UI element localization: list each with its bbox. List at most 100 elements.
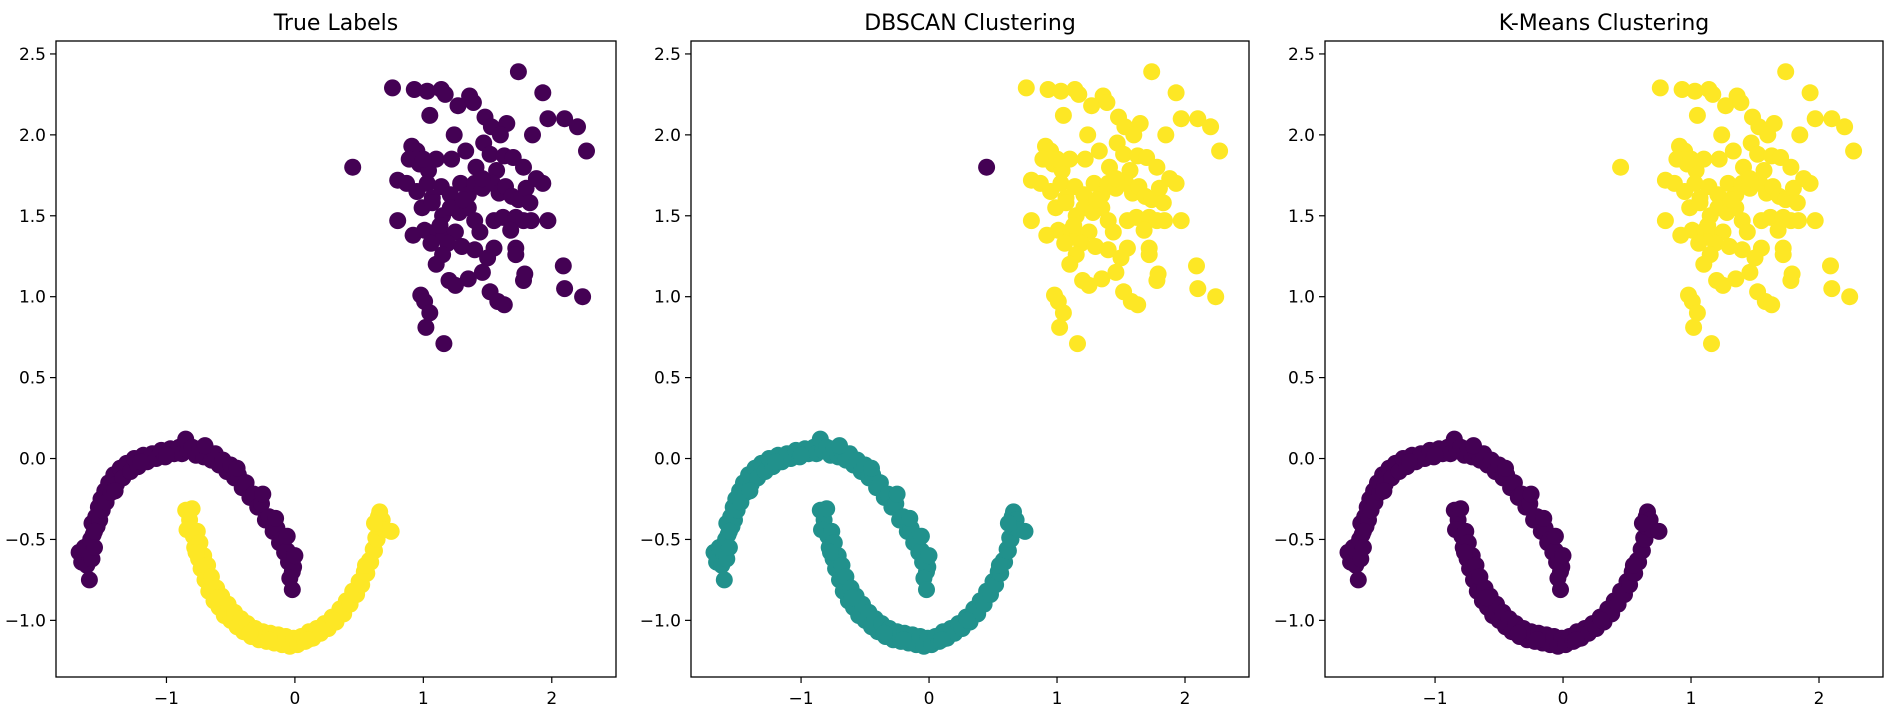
data-point — [1090, 142, 1108, 160]
data-point — [473, 170, 491, 188]
data-point — [491, 126, 509, 144]
data-point — [1774, 246, 1792, 264]
y-tick-label: 2.5 — [1288, 45, 1315, 65]
data-point — [443, 150, 461, 168]
y-tick-label: 0.0 — [1288, 450, 1315, 470]
data-point — [1554, 547, 1572, 565]
data-point — [1656, 212, 1674, 230]
data-point — [1720, 238, 1738, 255]
data-point — [1426, 446, 1444, 464]
data-point — [1107, 263, 1125, 281]
data-point — [1823, 280, 1841, 298]
data-point — [1477, 589, 1495, 607]
data-point — [1688, 304, 1706, 322]
data-point — [1749, 145, 1767, 163]
data-point — [1052, 174, 1070, 192]
data-point — [449, 97, 467, 115]
data-point — [196, 437, 214, 455]
data-point — [1456, 543, 1473, 561]
data-point — [1156, 212, 1173, 230]
data-point — [1761, 208, 1779, 226]
x-tick-label: 0 — [289, 689, 300, 709]
data-point — [534, 84, 552, 102]
x-tick-label: 2 — [546, 689, 557, 709]
data-point — [1822, 257, 1839, 275]
data-point — [1733, 241, 1751, 259]
data-point — [527, 170, 545, 188]
data-point — [1777, 63, 1795, 81]
y-tick-label: 1.5 — [1288, 207, 1315, 227]
x-tick-label: 2 — [1180, 689, 1191, 709]
data-point — [1093, 270, 1111, 288]
data-point — [1633, 514, 1651, 532]
data-point — [875, 624, 893, 642]
data-point — [1143, 63, 1161, 81]
chart-title: DBSCAN Clustering — [864, 11, 1076, 36]
y-tick-label: 2.5 — [654, 45, 681, 65]
data-point — [1497, 459, 1514, 477]
data-point — [436, 85, 454, 103]
data-point — [1057, 194, 1075, 212]
data-point — [1161, 170, 1179, 188]
data-point — [479, 249, 497, 267]
data-point — [481, 145, 499, 163]
data-point — [1746, 249, 1764, 267]
data-point — [1054, 304, 1072, 322]
y-tick-label: −1.0 — [640, 611, 681, 631]
data-point — [863, 459, 880, 477]
data-point — [516, 265, 534, 283]
data-point — [920, 547, 938, 565]
data-point — [843, 589, 861, 607]
data-point — [1056, 234, 1074, 252]
data-point — [574, 288, 592, 306]
data-point — [1039, 81, 1057, 98]
data-point — [1806, 212, 1824, 230]
data-point — [1088, 191, 1106, 209]
data-point — [1070, 85, 1088, 103]
data-point — [1695, 150, 1713, 168]
data-point — [818, 500, 836, 518]
data-point — [1592, 611, 1610, 629]
data-point — [556, 110, 574, 128]
y-tick-label: −0.5 — [640, 530, 681, 550]
data-point — [831, 437, 848, 455]
data-point — [1189, 110, 1207, 128]
data-point — [187, 543, 205, 561]
scatter-points — [70, 63, 595, 655]
data-point — [228, 459, 246, 477]
data-point — [524, 126, 541, 144]
data-point — [1017, 79, 1035, 97]
data-point — [1722, 191, 1740, 209]
data-point — [554, 257, 572, 275]
data-point — [488, 162, 506, 179]
data-point — [260, 631, 278, 649]
y-tick-label: 0.5 — [1288, 369, 1315, 389]
data-point — [1083, 97, 1101, 115]
data-point — [1051, 318, 1069, 336]
data-point — [422, 234, 440, 252]
data-point — [1098, 94, 1116, 111]
data-point — [446, 276, 464, 294]
data-point — [1727, 270, 1745, 288]
data-point — [1769, 221, 1787, 239]
y-tick-label: 0.5 — [19, 369, 46, 389]
data-point — [1738, 223, 1756, 241]
y-tick-label: 1.0 — [654, 288, 681, 308]
data-point — [421, 106, 439, 124]
data-point — [1714, 276, 1732, 294]
axes-frame — [55, 40, 617, 678]
data-point — [1713, 126, 1731, 144]
data-point — [80, 571, 98, 589]
data-point — [494, 208, 512, 226]
data-point — [1115, 145, 1133, 163]
data-point — [1790, 212, 1807, 230]
data-point — [1189, 280, 1207, 298]
data-point — [1465, 437, 1482, 455]
data-point — [254, 485, 272, 503]
data-point — [1783, 265, 1801, 283]
data-point — [822, 543, 839, 561]
data-point — [466, 241, 484, 259]
data-point — [357, 556, 374, 574]
data-point — [720, 539, 738, 556]
data-point — [767, 453, 784, 471]
